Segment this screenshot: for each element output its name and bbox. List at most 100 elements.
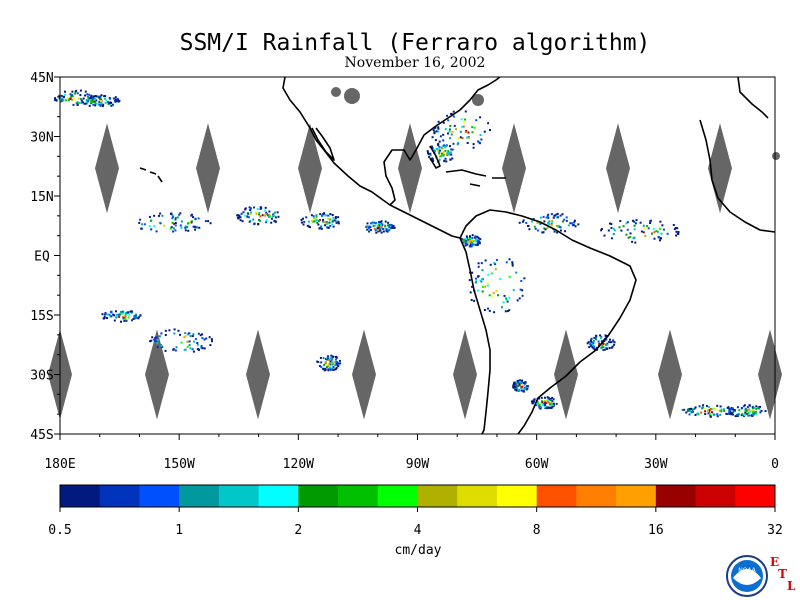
rain-pixel (108, 313, 111, 316)
rain-pixel (525, 222, 528, 224)
rain-pixel (589, 343, 592, 346)
rain-pixel (438, 158, 441, 161)
rain-pixel (456, 143, 459, 146)
rain-pixel (451, 157, 454, 160)
rain-pixel (600, 340, 603, 343)
rain-pixel (502, 301, 505, 304)
rain-pixel (164, 349, 167, 352)
rain-pixel (611, 340, 614, 343)
colorbar-cell (695, 485, 736, 507)
rain-pixel (88, 97, 91, 100)
latitude-axis: 45N 30N 15N EQ 15S 30S 45S (30, 71, 60, 443)
rain-pixel (515, 382, 518, 385)
rain-pixel (99, 104, 102, 107)
rain-pixel (193, 225, 196, 228)
rain-pixel (187, 229, 190, 232)
rain-pixel (94, 96, 97, 99)
rain-pixel (512, 382, 515, 385)
rain-pixel (390, 223, 393, 226)
rain-pixel (272, 215, 275, 218)
rain-pixel (139, 218, 142, 221)
rain-pixel (691, 411, 694, 413)
rain-pixel (544, 396, 546, 399)
rain-pixel (464, 242, 467, 245)
rain-pixel (511, 264, 514, 267)
rain-pixel (746, 406, 749, 409)
rain-pixel (170, 226, 173, 229)
rain-pixel (747, 411, 750, 414)
rain-pixel (449, 137, 452, 140)
lon-tick-label: 120W (283, 457, 314, 472)
rain-pixel (388, 229, 391, 232)
rain-pixel (544, 228, 547, 231)
rain-pixel (379, 221, 382, 224)
rain-pixel (437, 126, 440, 129)
rain-pixel (447, 151, 450, 154)
rain-pixel (333, 219, 336, 222)
rain-pixel (673, 228, 676, 231)
rain-pixel (649, 222, 652, 224)
rain-pixel (374, 224, 377, 227)
rain-pixel (103, 95, 106, 98)
lat-tick-label: 45S (30, 428, 53, 443)
rain-pixel (731, 412, 734, 414)
rain-pixel (755, 408, 758, 410)
rain-pixel (515, 386, 518, 389)
rain-pixel (602, 346, 605, 349)
rain-pixel (106, 317, 108, 319)
rain-pixel (704, 407, 707, 410)
rain-pixel (277, 215, 280, 218)
rain-pixel (265, 219, 268, 222)
rain-pixel (426, 150, 429, 153)
rain-pixel (551, 402, 554, 405)
rain-pixel (626, 221, 629, 224)
rain-pixel (197, 217, 200, 220)
rain-pixel (326, 366, 329, 368)
rain-pixel (469, 235, 471, 238)
rain-pixel (450, 112, 453, 115)
rain-pixel (602, 342, 605, 345)
rain-pixel (335, 221, 338, 224)
rain-pixel (247, 212, 250, 215)
rain-pixel (325, 221, 328, 224)
rain-pixel (80, 101, 83, 104)
rain-pixel (332, 355, 335, 358)
rain-pixel (716, 404, 719, 407)
rain-pixel (449, 145, 451, 148)
rain-pixel (390, 227, 393, 230)
rain-pixel (633, 224, 636, 227)
rain-pixel (465, 237, 468, 240)
rain-pixel (494, 268, 497, 271)
rain-pixel (477, 140, 480, 143)
rain-pixel (104, 97, 107, 100)
rain-pixel (174, 229, 177, 232)
etl-letter-t: T (778, 567, 787, 581)
rain-pixel (629, 236, 632, 238)
rain-pixel (331, 223, 333, 226)
rain-pixel (495, 259, 498, 261)
rain-pixel (474, 243, 477, 246)
rain-pixel (606, 347, 608, 350)
rain-pixel (603, 348, 606, 351)
rain-pixel (98, 103, 101, 106)
rain-pixel (64, 90, 66, 93)
colorbar-tick-label: 8 (533, 523, 541, 538)
colorbar-cell (417, 485, 458, 507)
lat-tick-label: 30N (30, 131, 53, 146)
rain-pixel (751, 414, 754, 417)
no-data-swath-gap (658, 329, 682, 420)
rain-pixel (61, 98, 64, 101)
rain-pixel (488, 309, 491, 312)
rain-pixel (112, 97, 115, 100)
rain-pixel (520, 382, 523, 384)
rain-pixel (466, 136, 469, 139)
rain-pixel (201, 333, 203, 336)
rain-pixel (556, 224, 558, 227)
rain-pixel (508, 275, 511, 278)
rain-pixel (307, 225, 310, 228)
rain-pixel (387, 224, 389, 227)
rain-pixel (736, 414, 739, 417)
rain-pixel (625, 222, 628, 225)
rain-pixel (110, 101, 113, 104)
rain-pixel (427, 153, 430, 156)
